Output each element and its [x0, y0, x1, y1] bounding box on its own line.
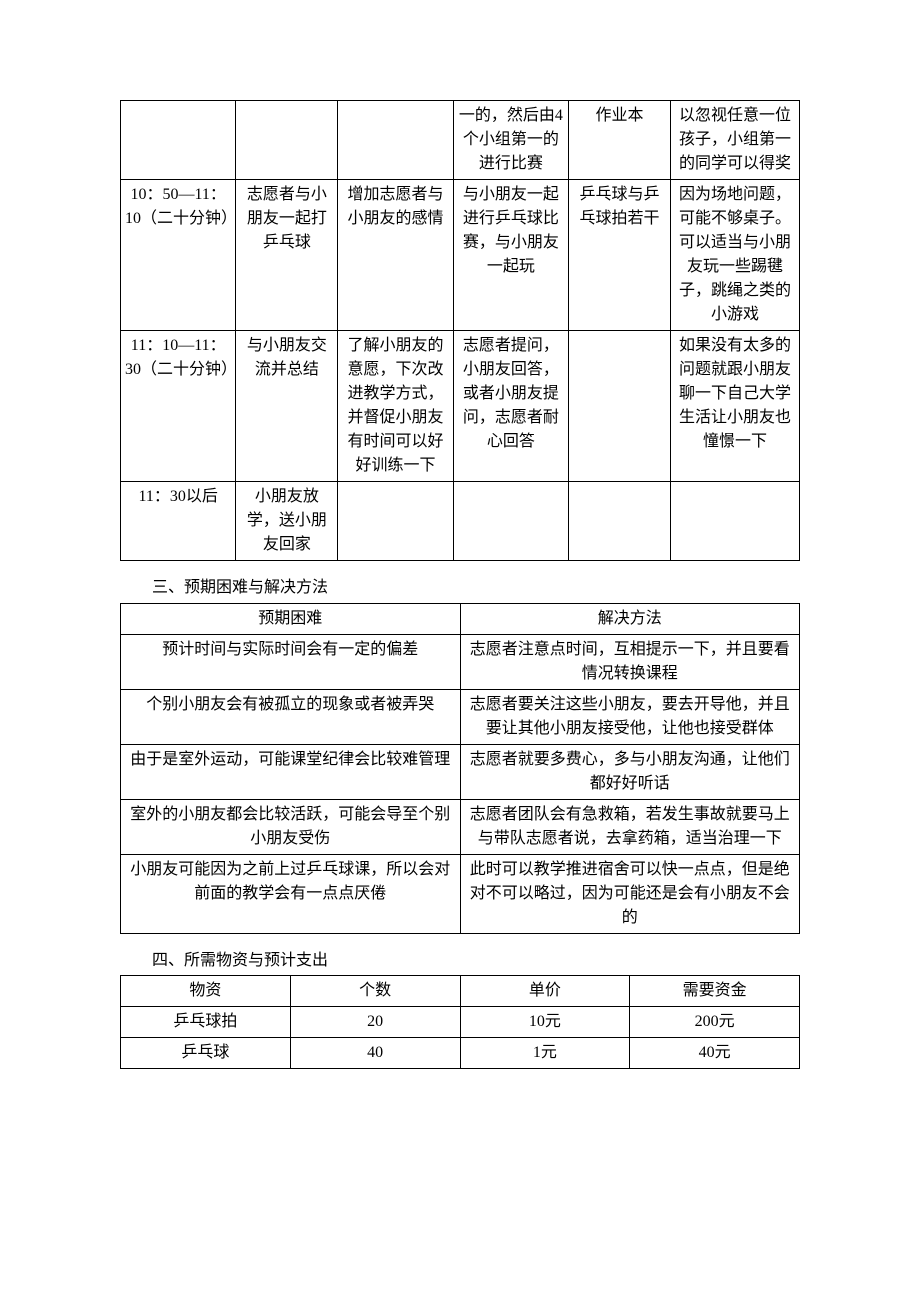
cell-purpose	[338, 101, 453, 180]
cell-activity: 小朋友放学，送小朋友回家	[236, 482, 338, 561]
cell-price: 1元	[460, 1038, 630, 1069]
table-row: 由于是室外运动，可能课堂纪律会比较难管理 志愿者就要多费心，多与小朋友沟通，让他…	[121, 744, 800, 799]
cell-purpose: 了解小朋友的意愿，下次改进教学方式，并督促小朋友有时间可以好好训练一下	[338, 331, 453, 482]
cell-method	[453, 482, 568, 561]
cell-activity: 与小朋友交流并总结	[236, 331, 338, 482]
header-count: 个数	[290, 976, 460, 1007]
header-price: 单价	[460, 976, 630, 1007]
table-header-row: 物资 个数 单价 需要资金	[121, 976, 800, 1007]
cell-difficulty: 小朋友可能因为之前上过乒乓球课，所以会对前面的教学会有一点点厌倦	[121, 854, 461, 933]
header-material: 物资	[121, 976, 291, 1007]
cell-price: 10元	[460, 1007, 630, 1038]
cell-note: 如果没有太多的问题就跟小朋友聊一下自己大学生活让小朋友也憧憬一下	[670, 331, 799, 482]
difficulties-table: 预期困难 解决方法 预计时间与实际时间会有一定的偏差 志愿者注意点时间，互相提示…	[120, 603, 800, 934]
header-cost: 需要资金	[630, 976, 800, 1007]
cell-material: 作业本	[569, 101, 671, 180]
table-row: 个别小朋友会有被孤立的现象或者被弄哭 志愿者要关注这些小朋友，要去开导他，并且要…	[121, 689, 800, 744]
cell-count: 40	[290, 1038, 460, 1069]
cell-purpose: 增加志愿者与小朋友的感情	[338, 180, 453, 331]
cell-time: 11：30以后	[121, 482, 236, 561]
cell-activity	[236, 101, 338, 180]
table-row: 10：50—11：10（二十分钟） 志愿者与小朋友一起打乒乓球 增加志愿者与小朋…	[121, 180, 800, 331]
table-row: 11：10—11：30（二十分钟） 与小朋友交流并总结 了解小朋友的意愿，下次改…	[121, 331, 800, 482]
cell-note: 以忽视任意一位孩子，小组第一的同学可以得奖	[670, 101, 799, 180]
cell-purpose	[338, 482, 453, 561]
cell-material	[569, 482, 671, 561]
cell-material	[569, 331, 671, 482]
cell-material: 乒乓球	[121, 1038, 291, 1069]
cell-time: 11：10—11：30（二十分钟）	[121, 331, 236, 482]
cell-note	[670, 482, 799, 561]
cell-solution: 志愿者就要多费心，多与小朋友沟通，让他们都好好听话	[460, 744, 800, 799]
cell-difficulty: 由于是室外运动，可能课堂纪律会比较难管理	[121, 744, 461, 799]
cell-difficulty: 个别小朋友会有被孤立的现象或者被弄哭	[121, 689, 461, 744]
table-row: 一的，然后由4个小组第一的进行比赛 作业本 以忽视任意一位孩子，小组第一的同学可…	[121, 101, 800, 180]
cell-time	[121, 101, 236, 180]
schedule-table: 一的，然后由4个小组第一的进行比赛 作业本 以忽视任意一位孩子，小组第一的同学可…	[120, 100, 800, 561]
cell-time: 10：50—11：10（二十分钟）	[121, 180, 236, 331]
cell-material: 乒乓球与乒乓球拍若干	[569, 180, 671, 331]
table-row: 小朋友可能因为之前上过乒乓球课，所以会对前面的教学会有一点点厌倦 此时可以教学推…	[121, 854, 800, 933]
cell-method: 志愿者提问，小朋友回答，或者小朋友提问，志愿者耐心回答	[453, 331, 568, 482]
header-difficulty: 预期困难	[121, 603, 461, 634]
page: 一的，然后由4个小组第一的进行比赛 作业本 以忽视任意一位孩子，小组第一的同学可…	[0, 0, 920, 1143]
table-row: 乒乓球拍 20 10元 200元	[121, 1007, 800, 1038]
table-row: 室外的小朋友都会比较活跃，可能会导至个别小朋友受伤 志愿者团队会有急救箱，若发生…	[121, 799, 800, 854]
table-header-row: 预期困难 解决方法	[121, 603, 800, 634]
section3-heading: 三、预期困难与解决方法	[120, 575, 800, 601]
section4-heading: 四、所需物资与预计支出	[120, 948, 800, 974]
cell-cost: 200元	[630, 1007, 800, 1038]
cell-solution: 志愿者团队会有急救箱，若发生事故就要马上与带队志愿者说，去拿药箱，适当治理一下	[460, 799, 800, 854]
table-row: 11：30以后 小朋友放学，送小朋友回家	[121, 482, 800, 561]
cell-count: 20	[290, 1007, 460, 1038]
header-solution: 解决方法	[460, 603, 800, 634]
cell-method: 一的，然后由4个小组第一的进行比赛	[453, 101, 568, 180]
cell-solution: 志愿者要关注这些小朋友，要去开导他，并且要让其他小朋友接受他，让他也接受群体	[460, 689, 800, 744]
cell-note: 因为场地问题，可能不够桌子。可以适当与小朋友玩一些踢毽子，跳绳之类的小游戏	[670, 180, 799, 331]
cell-difficulty: 预计时间与实际时间会有一定的偏差	[121, 634, 461, 689]
cell-solution: 此时可以教学推进宿舍可以快一点点，但是绝对不可以略过，因为可能还是会有小朋友不会…	[460, 854, 800, 933]
cell-cost: 40元	[630, 1038, 800, 1069]
cell-activity: 志愿者与小朋友一起打乒乓球	[236, 180, 338, 331]
table-row: 乒乓球 40 1元 40元	[121, 1038, 800, 1069]
materials-table: 物资 个数 单价 需要资金 乒乓球拍 20 10元 200元 乒乓球 40 1元…	[120, 975, 800, 1069]
table-row: 预计时间与实际时间会有一定的偏差 志愿者注意点时间，互相提示一下，并且要看情况转…	[121, 634, 800, 689]
cell-solution: 志愿者注意点时间，互相提示一下，并且要看情况转换课程	[460, 634, 800, 689]
cell-difficulty: 室外的小朋友都会比较活跃，可能会导至个别小朋友受伤	[121, 799, 461, 854]
cell-material: 乒乓球拍	[121, 1007, 291, 1038]
cell-method: 与小朋友一起进行乒乓球比赛，与小朋友一起玩	[453, 180, 568, 331]
